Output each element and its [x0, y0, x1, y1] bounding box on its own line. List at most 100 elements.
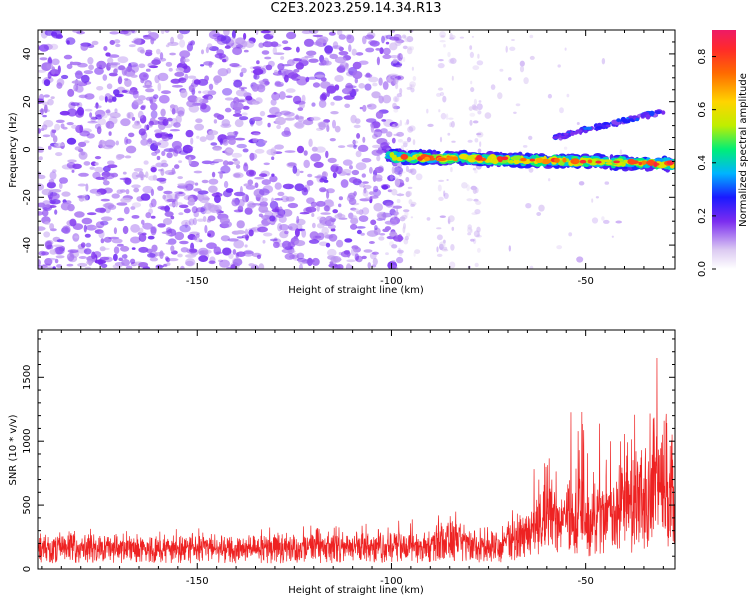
heatmap-cell	[352, 61, 362, 70]
heatmap-cell	[178, 191, 183, 195]
heatmap-cell	[138, 171, 144, 178]
heatmap-cell	[282, 240, 291, 250]
heatmap-ridge-cell	[595, 126, 603, 129]
heatmap-cell	[178, 160, 183, 164]
heatmap-cell	[601, 216, 605, 221]
heatmap-cell	[269, 238, 278, 242]
heatmap-cell	[246, 201, 256, 210]
heatmap-cell	[440, 112, 447, 120]
heatmap-cell	[145, 49, 153, 53]
heatmap-cell	[279, 91, 286, 100]
heatmap-cell	[55, 246, 64, 255]
heatmap-cell	[186, 43, 193, 52]
heatmap-cell	[314, 175, 326, 179]
heatmap-cell	[131, 247, 136, 250]
heatmap-cell	[173, 122, 181, 128]
heatmap-cell	[100, 263, 108, 268]
y-tick-label: 0	[22, 146, 33, 152]
heatmap-cell	[123, 253, 128, 260]
heatmap-cell	[301, 229, 307, 238]
heatmap-cell	[105, 109, 111, 114]
heatmap-cell	[396, 198, 401, 204]
heatmap-cell	[362, 104, 367, 112]
heatmap-cell	[276, 83, 284, 87]
heatmap-cell	[239, 72, 244, 78]
heatmap-cell	[408, 199, 413, 205]
heatmap-cell	[231, 199, 240, 207]
heatmap-cell	[515, 103, 521, 107]
heatmap-cell	[112, 96, 117, 102]
heatmap-cell	[307, 257, 313, 267]
heatmap-cell	[219, 171, 223, 179]
heatmap-cell	[201, 179, 209, 184]
heatmap-cell	[96, 60, 107, 70]
heatmap-cell	[374, 225, 378, 231]
heatmap-cell	[392, 176, 399, 179]
heatmap-cell	[320, 212, 331, 215]
heatmap-cell	[440, 35, 445, 38]
heatmap-cell	[91, 40, 99, 46]
heatmap-cell	[133, 168, 143, 172]
heatmap-cell	[125, 145, 137, 154]
heatmap-cell	[402, 140, 409, 145]
heatmap-cell	[236, 236, 244, 239]
heatmap-cell	[145, 88, 155, 93]
heatmap-cell	[83, 161, 91, 166]
heatmap-cell	[484, 112, 492, 119]
snr-y-ticks: 0 500 1000 1500	[22, 338, 675, 572]
heatmap-ridge-cell	[501, 156, 509, 161]
heatmap-cell	[529, 34, 534, 39]
heatmap-cell	[380, 142, 389, 150]
heatmap-cell	[378, 77, 383, 86]
heatmap-cell	[255, 97, 263, 104]
heatmap-cell	[124, 78, 132, 87]
heatmap-cell	[51, 66, 56, 75]
heatmap-cell	[323, 179, 329, 183]
heatmap-cell	[471, 212, 478, 216]
y-tick-label: -40	[22, 237, 33, 253]
heatmap-cell	[365, 118, 377, 123]
heatmap-cell	[207, 215, 216, 222]
heatmap-cell	[257, 223, 267, 228]
heatmap-ridge-cell	[562, 157, 567, 163]
heatmap-cell	[345, 85, 357, 89]
heatmap-cell	[269, 30, 275, 36]
heatmap-ridge-cell	[579, 159, 587, 164]
heatmap-cell	[111, 238, 123, 244]
heatmap-cell	[356, 229, 362, 235]
heatmap-cell	[270, 99, 277, 106]
heatmap-cell	[253, 73, 260, 80]
heatmap-cell	[228, 253, 234, 259]
heatmap-ridge-cell	[563, 132, 569, 136]
heatmap-cell	[391, 203, 396, 211]
heatmap-cell	[439, 241, 446, 248]
heatmap-cell	[251, 100, 260, 105]
heatmap-cell	[42, 134, 51, 138]
heatmap-cell	[299, 212, 310, 215]
heatmap-cell	[115, 154, 123, 160]
heatmap-cell	[478, 100, 482, 103]
heatmap-cell	[245, 234, 249, 241]
heatmap-cell	[222, 190, 232, 198]
heatmap-cell	[426, 108, 429, 114]
heatmap-cell	[282, 40, 289, 44]
heatmap-cell	[282, 46, 292, 51]
heatmap-cell	[108, 131, 112, 136]
heatmap-cell	[360, 232, 365, 236]
heatmap-cell	[313, 41, 322, 46]
heatmap-cell	[376, 155, 381, 162]
heatmap-cell	[261, 50, 270, 55]
heatmap-cell	[312, 34, 323, 38]
heatmap-cell	[132, 90, 139, 99]
heatmap-cell	[439, 40, 446, 43]
heatmap-cell	[469, 119, 473, 126]
heatmap-cell	[289, 226, 293, 230]
heatmap-cell	[130, 258, 136, 264]
heatmap-cell	[66, 137, 77, 145]
heatmap-ridge-cell	[636, 158, 641, 162]
heatmap-cell	[61, 74, 69, 80]
heatmap-cell	[359, 106, 363, 110]
heatmap-cell	[179, 39, 186, 48]
heatmap-cell	[150, 226, 157, 236]
heatmap-cell	[69, 61, 74, 65]
